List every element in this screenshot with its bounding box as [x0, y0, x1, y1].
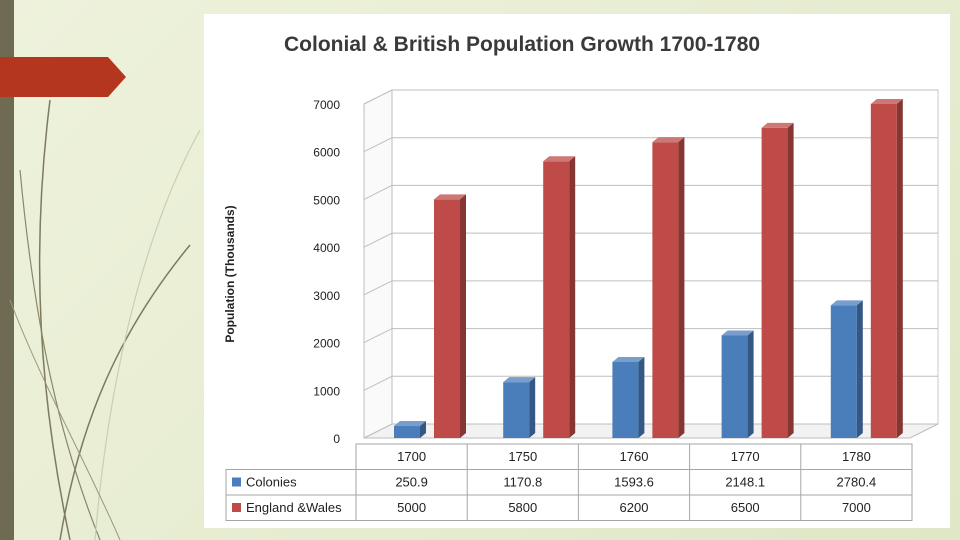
gridline [363, 232, 938, 248]
plot-area: 0 1000 2000 3000 4000 5000 6000 7000 [313, 89, 939, 446]
bar-side [638, 356, 645, 438]
slide-sidebar-bar [0, 0, 14, 540]
bar-side [569, 156, 576, 438]
bar-side [747, 330, 754, 438]
bar-england-wales-1770 [761, 127, 788, 438]
chart-title: Colonial & British Population Growth 170… [284, 33, 760, 56]
legend-swatch [232, 503, 241, 512]
bar-top [543, 156, 576, 162]
data-value-label: 1593.6 [614, 475, 654, 490]
data-value-label: 2780.4 [837, 475, 877, 490]
y-tick-label: 5000 [313, 193, 340, 207]
gridline [363, 280, 938, 296]
bar-england-wales-1750 [543, 161, 570, 438]
x-category-label: 1700 [397, 449, 426, 464]
bar-top [394, 421, 426, 427]
bar-side [460, 194, 466, 438]
bar-top [503, 377, 536, 383]
x-category-label: 1760 [620, 449, 649, 464]
data-value-label: 250.9 [395, 475, 428, 490]
bar-top [612, 356, 645, 362]
data-table: 1700 1750 1760 1770 1780 Colonies 250.9 1170.8 1… [225, 443, 913, 521]
bar-side [787, 122, 794, 438]
y-tick-label: 4000 [313, 241, 340, 255]
y-axis-label: Population (Thousands) [223, 205, 237, 342]
y-tick-label: 7000 [313, 98, 340, 112]
data-value-label: 1170.8 [503, 475, 542, 490]
y-tick-label: 2000 [313, 337, 340, 351]
bar-top [761, 122, 794, 128]
x-category-label: 1780 [842, 449, 871, 464]
gridline [363, 423, 938, 439]
bar-side [529, 377, 536, 438]
data-value-label: 6500 [731, 500, 760, 515]
bar-england-wales-1700 [434, 199, 460, 438]
gridline [363, 89, 938, 105]
bar-england-wales-1760 [652, 142, 679, 438]
y-tick-label: 3000 [313, 289, 340, 303]
y-tick-label: 0 [333, 432, 340, 446]
data-value-label: 6200 [620, 500, 649, 515]
data-value-label: 5000 [397, 500, 426, 515]
bar-colonies-1760 [612, 361, 639, 438]
y-tick-label: 1000 [313, 384, 340, 398]
data-value-label: 5800 [508, 500, 537, 515]
bar-top [870, 99, 903, 104]
slide-decoration-lines [9, 99, 201, 540]
bar-colonies-1750 [503, 382, 530, 438]
bar-side [678, 137, 685, 438]
legend-series-name: England &Wales [246, 500, 342, 515]
bar-side [856, 300, 863, 438]
bar-colonies-1780 [830, 305, 857, 438]
bar-side [420, 421, 426, 438]
gridline [363, 184, 938, 200]
bar-side [896, 99, 903, 438]
chart-card: Colonial & British Population Growth 170… [204, 14, 950, 528]
gridline [363, 137, 938, 153]
x-category-label: 1750 [508, 449, 537, 464]
legend-swatch [232, 477, 241, 487]
bar-top [830, 300, 863, 306]
population-bar-chart: Colonial & British Population Growth 170… [223, 33, 939, 521]
data-value-label: 2148.1 [725, 475, 765, 490]
bar-top [721, 330, 754, 336]
chart-side-wall [363, 89, 393, 439]
x-category-label: 1770 [731, 449, 760, 464]
gridline [363, 375, 938, 391]
gridline [363, 328, 938, 344]
bar-colonies-1700 [394, 426, 420, 438]
bar-top [434, 194, 466, 200]
slide-accent-arrow [0, 57, 126, 97]
data-value-label: 7000 [842, 500, 871, 515]
bar-top [652, 137, 685, 143]
table-frame [355, 443, 913, 521]
legend-series-name: Colonies [246, 475, 297, 490]
bar-england-wales-1780 [870, 104, 897, 438]
bar-colonies-1770 [721, 335, 748, 438]
y-tick-label: 6000 [313, 146, 340, 160]
